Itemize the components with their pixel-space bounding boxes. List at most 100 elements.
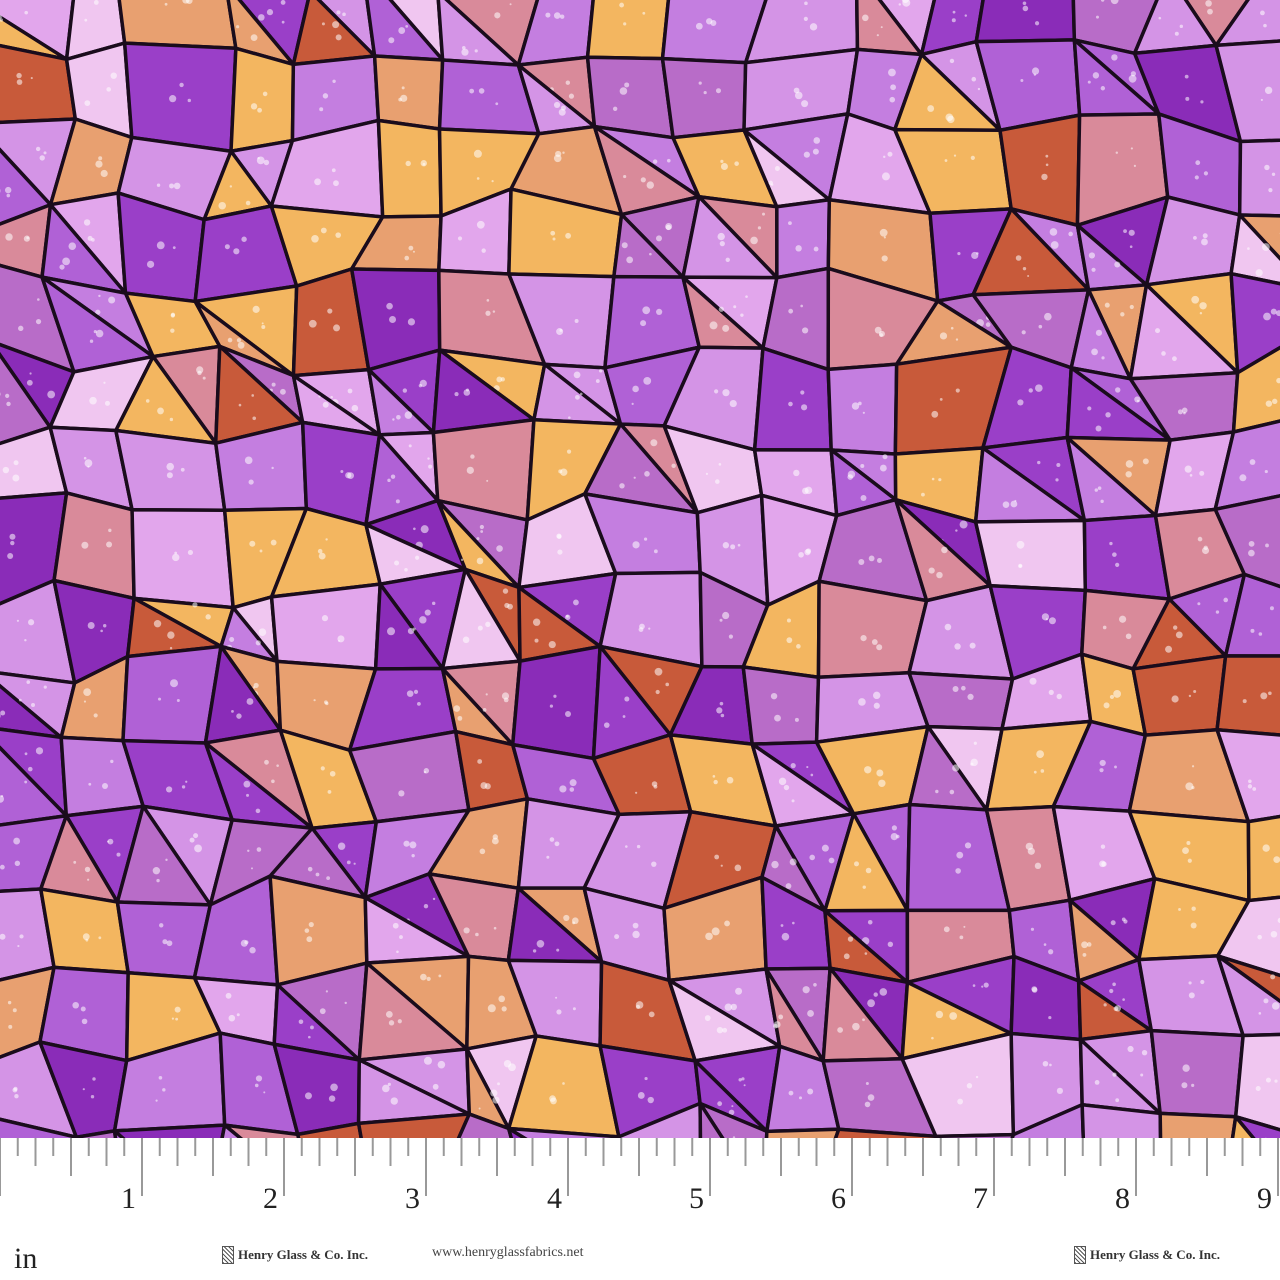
speckle: [280, 0, 286, 5]
speckle: [556, 948, 560, 952]
speckle: [1223, 597, 1229, 603]
speckle: [1125, 460, 1134, 468]
speckle: [1109, 988, 1114, 994]
speckle: [805, 548, 812, 554]
speckle: [104, 400, 110, 406]
mosaic-tile: [617, 1101, 703, 1138]
speckle: [476, 177, 480, 180]
speckle: [95, 309, 101, 315]
mosaic-tile: [585, 0, 671, 61]
speckle: [1094, 488, 1098, 492]
speckle: [1270, 974, 1276, 980]
speckle: [955, 529, 958, 532]
speckle: [476, 557, 484, 565]
speckle: [783, 784, 790, 791]
speckle: [1103, 1003, 1107, 1007]
speckle: [623, 22, 627, 26]
speckle: [180, 467, 185, 472]
speckle: [7, 552, 14, 559]
speckle: [573, 599, 579, 606]
speckle: [724, 1003, 732, 1011]
speckle: [249, 947, 256, 954]
speckle: [970, 758, 978, 767]
speckle: [878, 779, 886, 788]
speckle: [1175, 631, 1183, 639]
speckle: [1182, 1064, 1190, 1072]
speckle: [1161, 351, 1166, 356]
speckle: [595, 379, 600, 383]
speckle: [719, 241, 725, 247]
speckle: [715, 479, 720, 484]
speckle: [1125, 633, 1132, 640]
speckle: [263, 159, 270, 166]
speckle: [418, 383, 423, 388]
speckle: [648, 627, 651, 630]
speckle: [10, 540, 15, 546]
speckle: [280, 388, 286, 395]
speckle: [399, 935, 403, 939]
speckle: [1034, 862, 1042, 870]
speckle: [575, 394, 580, 400]
speckle: [478, 88, 485, 94]
speckle: [1199, 302, 1207, 310]
speckle: [162, 1088, 166, 1092]
speckle: [1095, 329, 1103, 336]
speckle: [952, 685, 959, 692]
speckle: [1184, 74, 1189, 79]
mosaic-tile: [1246, 814, 1280, 903]
speckle: [387, 1082, 391, 1086]
speckle: [264, 759, 269, 765]
mosaic-tile: [122, 41, 238, 153]
mosaic-tile: [660, 56, 748, 140]
speckle: [423, 770, 427, 774]
speckle: [12, 474, 20, 482]
speckle: [387, 478, 391, 483]
speckle: [898, 3, 901, 6]
speckle: [236, 25, 240, 29]
speckle: [1081, 941, 1088, 949]
speckle: [556, 1009, 562, 1015]
speckle: [408, 245, 414, 251]
speckle: [1197, 602, 1201, 606]
speckle: [98, 936, 102, 940]
spool-logo-icon: [1074, 1246, 1086, 1264]
speckle: [336, 10, 341, 15]
speckle: [107, 840, 110, 843]
speckle: [762, 212, 766, 216]
speckle: [330, 395, 333, 399]
speckle: [304, 1092, 312, 1100]
speckle: [633, 476, 636, 479]
speckle: [347, 388, 353, 394]
speckle: [491, 837, 499, 845]
speckle: [244, 456, 253, 465]
speckle: [93, 0, 99, 5]
speckle: [625, 845, 628, 848]
speckle: [35, 318, 42, 325]
speckle: [460, 558, 464, 562]
speckle: [110, 72, 117, 79]
speckle: [716, 707, 723, 714]
speckle: [1252, 787, 1257, 791]
speckle: [717, 1101, 723, 1107]
speckle: [321, 615, 329, 622]
speckle: [809, 23, 818, 31]
speckle: [944, 159, 948, 162]
speckle: [873, 702, 880, 709]
speckle: [407, 318, 416, 326]
speckle: [1015, 255, 1022, 261]
speckle: [486, 479, 489, 482]
speckle: [1165, 645, 1173, 653]
speckle: [800, 390, 805, 395]
speckle: [717, 232, 725, 241]
speckle: [258, 628, 267, 637]
speckle: [624, 696, 630, 702]
mosaic-tile: [220, 1123, 243, 1138]
ruler-number: 1: [121, 1182, 136, 1215]
speckle: [437, 1060, 446, 1069]
speckle: [276, 764, 279, 767]
speckle: [881, 172, 890, 181]
speckle: [353, 862, 356, 865]
speckle: [73, 860, 77, 864]
speckle: [737, 543, 741, 547]
speckle: [29, 372, 32, 375]
